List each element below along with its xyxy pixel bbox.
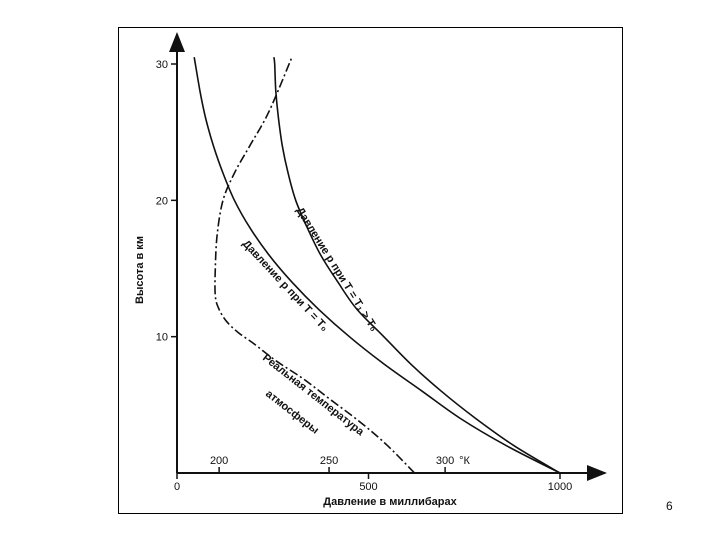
temperature-tick-group: 200 250 300 °К [210,455,470,473]
y-tick-label: 20 [156,195,168,207]
temperature-tick-label: 250 [320,455,338,467]
y-tick-label: 30 [156,59,168,71]
curve-label-t0: Давление p при T = T₀ [240,238,331,334]
x-tick-label: 1000 [548,481,572,493]
y-axis-title: Высота в км [134,236,146,304]
temperature-tick-label: 300 [436,455,454,467]
y-tick-group: 10 20 30 [156,59,177,344]
series-line-1 [273,57,561,474]
x-tick-label: 500 [359,481,377,493]
x-axis-title: Давление в миллибарах [323,496,457,508]
y-tick-label: 10 [156,332,168,344]
page-number: 6 [666,499,673,513]
figure-frame [118,27,623,514]
temperature-unit-label: °К [459,455,470,467]
series-line-0 [193,57,561,474]
x-tick-label: 0 [174,481,180,493]
temperature-tick-label: 200 [210,455,228,467]
series-line-2 [214,56,416,474]
series-group [193,56,561,474]
x-tick-group: 0 500 1000 [174,473,572,493]
